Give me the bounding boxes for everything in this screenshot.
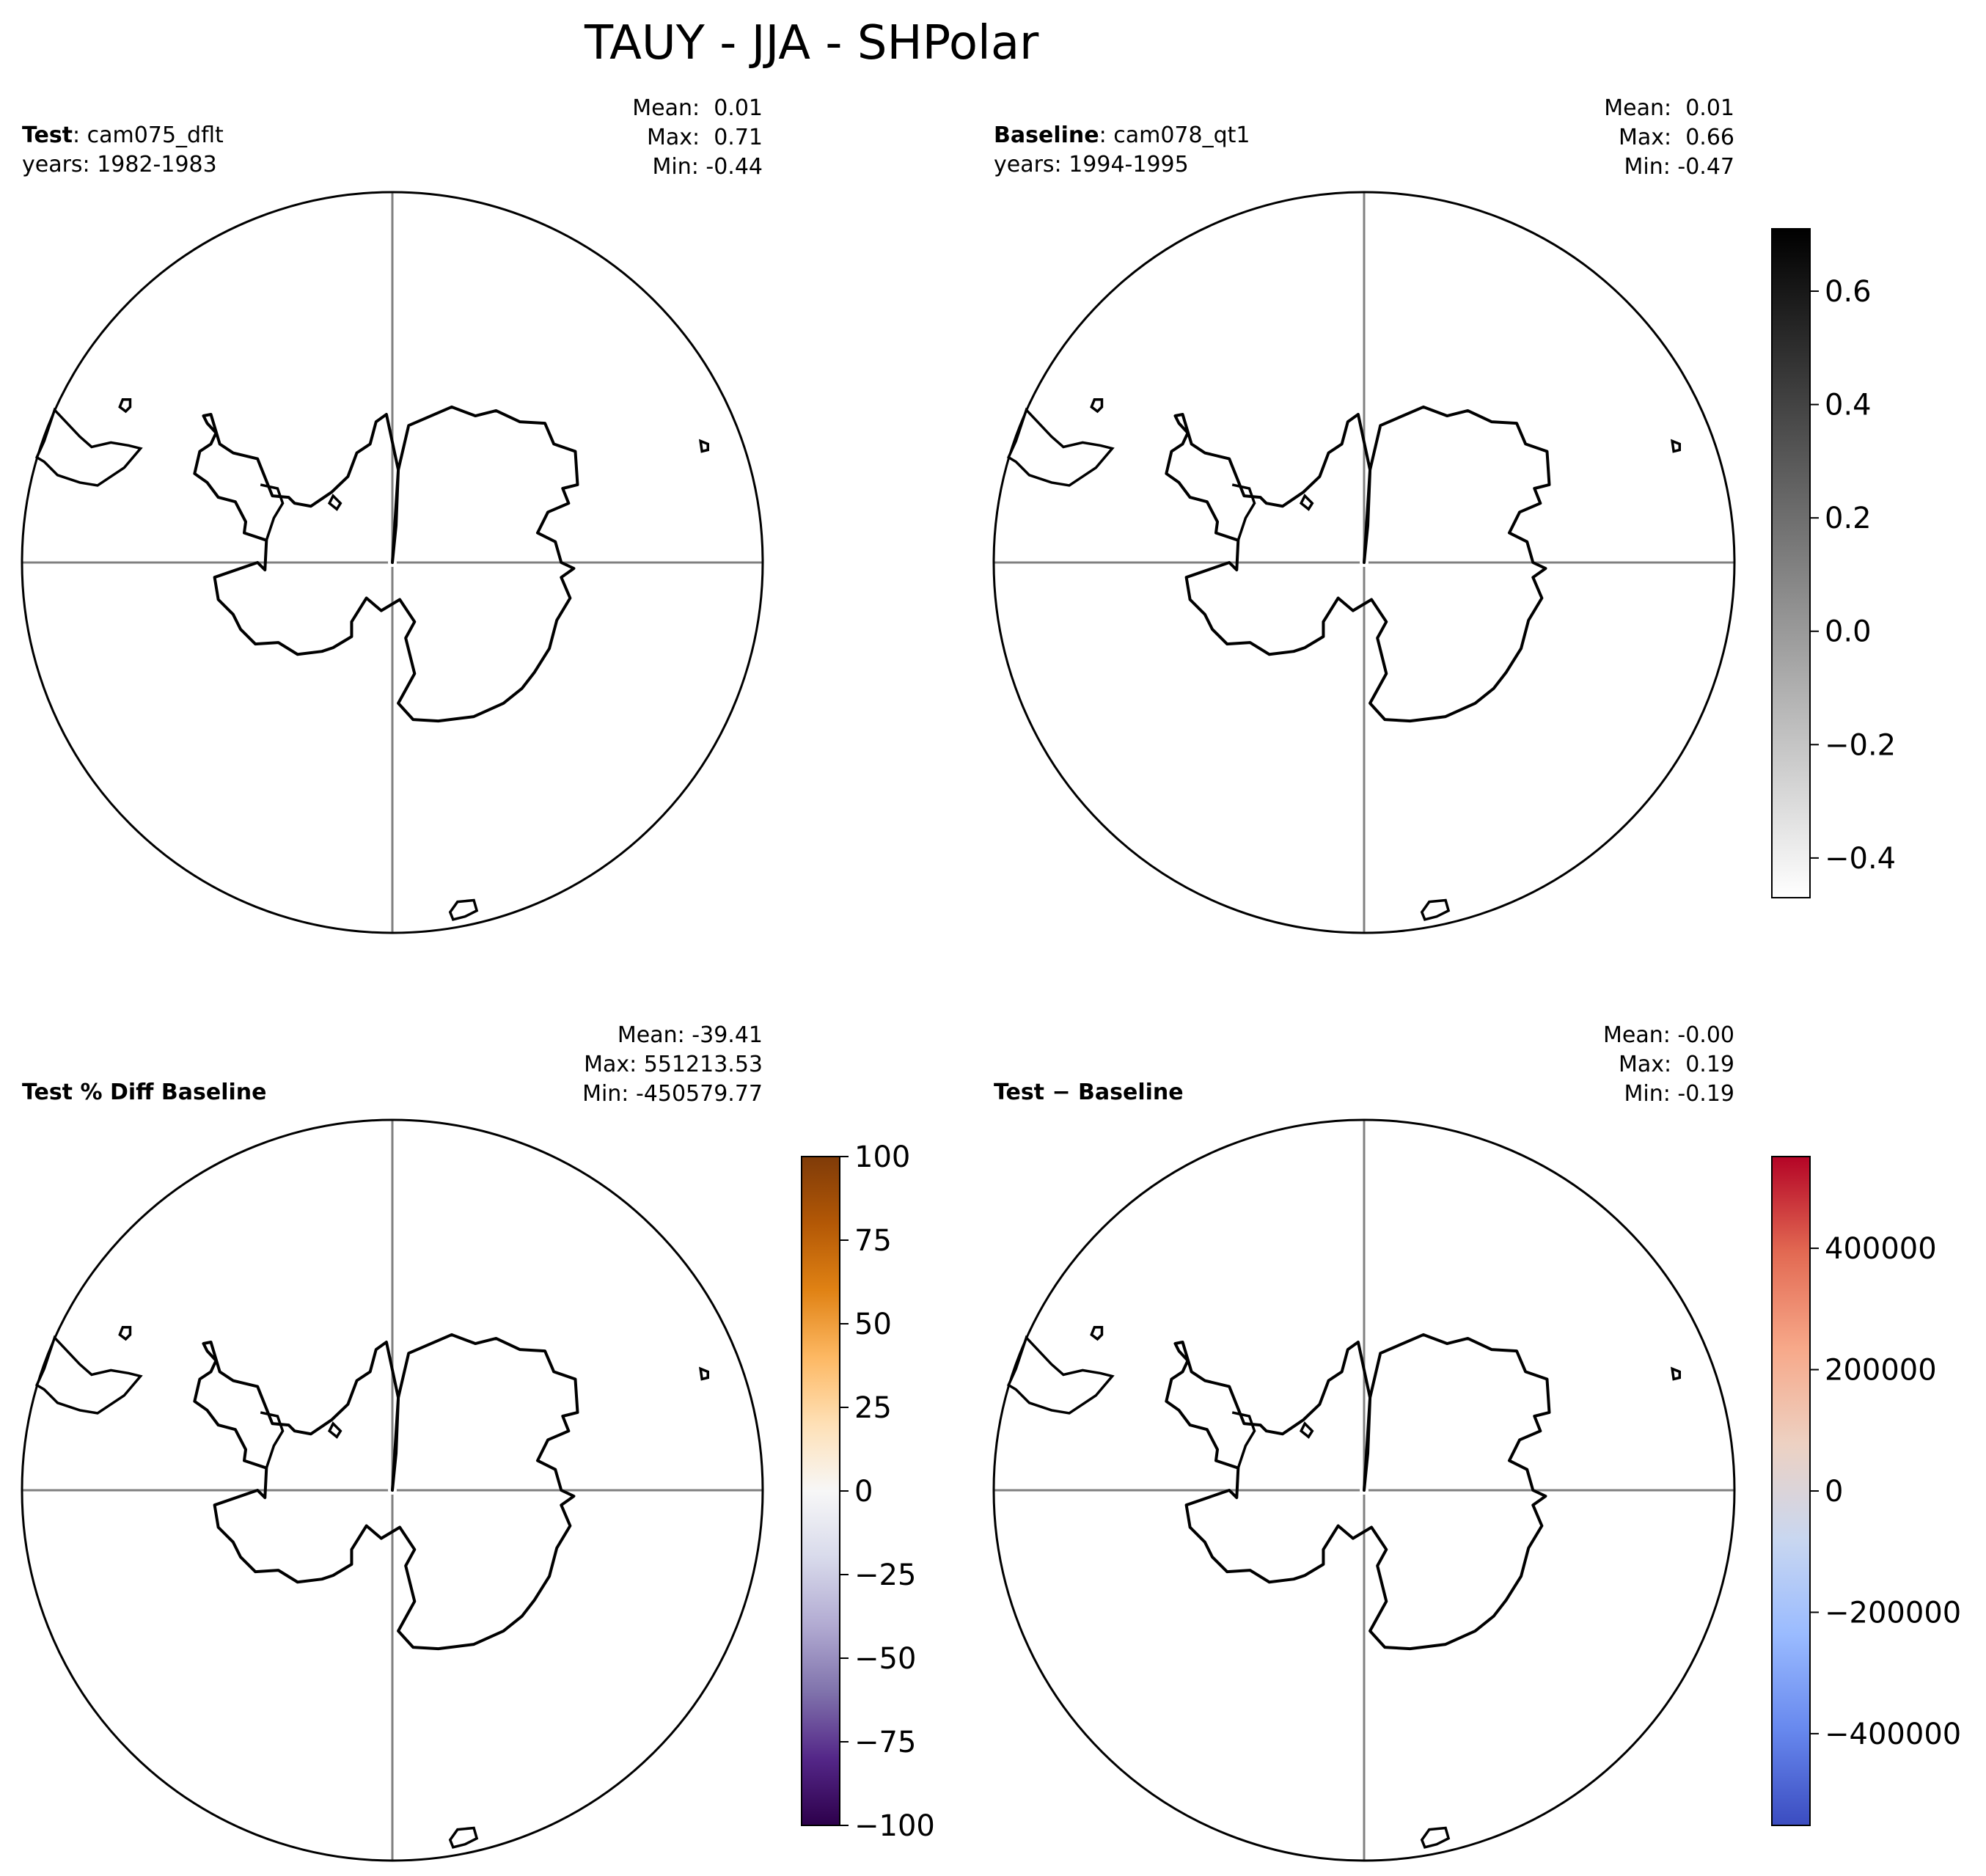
colorbar-tick-label: 0.4	[1825, 389, 1872, 422]
coastline-island-2	[1670, 439, 1682, 453]
panel-diff-max: Max: 0.19	[1619, 1052, 1734, 1077]
coastline-inlet	[1231, 1411, 1256, 1469]
coastline-island-1	[1090, 398, 1104, 414]
coastline-island-4	[327, 494, 342, 511]
colorbar-tick-label: −0.4	[1825, 842, 1896, 876]
colorbar-tick-label: −200000	[1825, 1596, 1961, 1630]
coastline-island-1	[1090, 1326, 1104, 1341]
panel-diff-mean: Mean: -0.00	[1602, 1022, 1734, 1048]
coastline-island-2	[1670, 1366, 1682, 1381]
colorbar-tick-label: 0	[854, 1475, 873, 1509]
coastline-antarctica	[1165, 1333, 1551, 1651]
coastline-island-4	[1299, 494, 1314, 511]
map-frame	[992, 1118, 1736, 1862]
coastline-island-3	[1420, 1826, 1451, 1849]
colorbar-tick-label: 50	[854, 1308, 892, 1341]
panel-pctdiff-max: Max: 551213.53	[584, 1052, 763, 1077]
coastline-antarctica	[193, 405, 579, 723]
colorbar-pctdiff: −100 −75 −50 −25 0 25 50 75 100	[801, 1140, 935, 1843]
panel-diff-label: Test − Baseline	[994, 1078, 1184, 1107]
colorbar-tick-label: 200000	[1825, 1354, 1937, 1388]
panel-baseline-min: Min: -0.47	[1624, 154, 1735, 180]
panel-baseline-max: Max: 0.66	[1619, 125, 1734, 150]
panel-baseline-years: years: 1994-1995	[994, 152, 1189, 177]
coastline-inlet	[1231, 483, 1256, 541]
coastline-island-3	[1420, 898, 1451, 921]
panel-pctdiff-min: Min: -450579.77	[582, 1081, 763, 1107]
panel-diff-min: Min: -0.19	[1624, 1081, 1735, 1107]
panel-test-years: years: 1982-1983	[22, 152, 217, 177]
coastline-island-3	[448, 898, 479, 921]
colorbar-baseline: −0.4 −0.2 0.0 0.2 0.4 0.6	[1771, 228, 1896, 898]
coastline-island-4	[1299, 1421, 1314, 1439]
panel-test-min: Min: -0.44	[652, 154, 763, 180]
coastline-island-1	[118, 1326, 132, 1341]
colorbar-tick-label: 0.2	[1825, 502, 1872, 535]
panel-pctdiff-label: Test % Diff Baseline	[22, 1078, 267, 1107]
colorbar-tick-label: 0.6	[1825, 275, 1872, 309]
colorbar-tick-label: −50	[854, 1642, 916, 1676]
colorbar-tick-label: −75	[854, 1726, 916, 1759]
coastline-group	[1006, 398, 1682, 921]
colorbar-tick-label: −0.2	[1825, 728, 1896, 762]
coastline-island-1	[118, 398, 132, 414]
colorbar-tick-label: 100	[854, 1140, 910, 1174]
map-panel-test	[21, 191, 764, 934]
colorbar-gradient	[801, 1156, 840, 1826]
colorbar-tick-label: 0	[1825, 1475, 1843, 1509]
colorbar-tick-label: −25	[854, 1558, 916, 1592]
panel-pctdiff-label-bold: Test % Diff Baseline	[22, 1080, 267, 1105]
panel-test-label: Test: cam075_dflt	[22, 121, 224, 150]
colorbar-gradient	[1771, 1156, 1811, 1826]
panel-baseline-mean: Mean: 0.01	[1604, 95, 1734, 121]
coastline-group	[34, 1326, 710, 1849]
panel-test-label-bold: Test	[22, 122, 73, 148]
panel-pctdiff-mean: Mean: -39.41	[617, 1022, 763, 1048]
figure-title: TAUY - JJA - SHPolar	[585, 16, 1039, 70]
colorbar-tick-label: 75	[854, 1224, 892, 1258]
colorbar-tick-label: 0.0	[1825, 615, 1872, 649]
coastline-antarctica	[193, 1333, 579, 1651]
coastline-island-3	[448, 1826, 479, 1849]
coastline-island-4	[327, 1421, 342, 1439]
coastline-group	[34, 398, 710, 921]
map-panel-baseline	[992, 191, 1736, 934]
panel-test-label-name: : cam075_dflt	[73, 122, 224, 148]
panel-baseline-label-bold: Baseline	[994, 122, 1099, 148]
map-panel-pctdiff	[21, 1118, 764, 1862]
panel-baseline-label-name: : cam078_qt1	[1099, 122, 1250, 148]
panel-diff-label-bold: Test − Baseline	[994, 1080, 1184, 1105]
map-frame	[21, 1118, 764, 1862]
colorbar-diff: −400000 −200000 0 200000 400000	[1771, 1156, 1961, 1826]
panel-test-max: Max: 0.71	[647, 125, 763, 150]
colorbar-tick-label: 400000	[1825, 1232, 1937, 1266]
map-frame	[992, 191, 1736, 934]
colorbar-tick-label: 25	[854, 1391, 892, 1425]
map-frame	[21, 191, 764, 934]
colorbar-tick-label: −100	[854, 1809, 935, 1843]
colorbar-tick-label: −400000	[1825, 1718, 1961, 1751]
coastline-island-2	[698, 1366, 710, 1381]
panel-test-mean: Mean: 0.01	[632, 95, 763, 121]
coastline-inlet	[260, 1411, 285, 1469]
map-panel-diff	[992, 1118, 1736, 1862]
coastline-inlet	[260, 483, 285, 541]
coastline-antarctica	[1165, 405, 1551, 723]
panel-baseline-label: Baseline: cam078_qt1	[994, 121, 1250, 150]
colorbar-gradient	[1771, 228, 1811, 898]
coastline-island-2	[698, 439, 710, 453]
coastline-group	[1006, 1326, 1682, 1849]
